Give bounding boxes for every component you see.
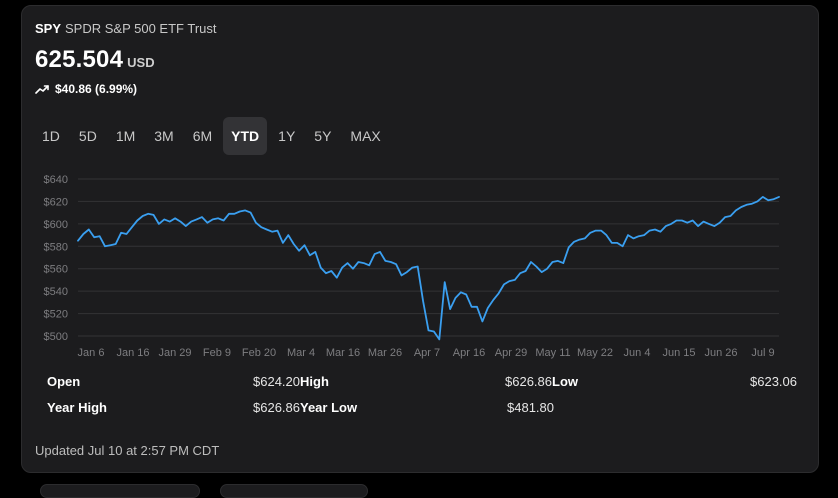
bottom-tab-1[interactable]	[40, 484, 200, 498]
y-tick-label: $620	[44, 196, 68, 208]
open-value: $624.20	[253, 374, 300, 389]
trend-up-icon	[35, 85, 49, 94]
year-high-label: Year High	[47, 400, 107, 415]
current-price: 625.504	[35, 46, 124, 73]
x-tick-label: May 11	[535, 347, 570, 359]
x-tick-label: Jan 29	[158, 347, 191, 359]
range-5d[interactable]: 5D	[78, 128, 97, 144]
currency-label: USD	[127, 55, 155, 70]
y-tick-label: $540	[44, 286, 68, 298]
price-series-line	[77, 196, 780, 341]
range-ytd[interactable]: YTD	[223, 117, 268, 155]
y-tick-label: $500	[44, 331, 68, 343]
price-change: $40.86 (6.99%)	[35, 82, 137, 96]
year-high-value: $626.86	[253, 400, 300, 415]
price-display: 625.504 USD	[35, 46, 155, 74]
fund-name: SPDR S&P 500 ETF Trust	[65, 21, 217, 36]
x-tick-label: Jun 15	[662, 347, 695, 359]
y-tick-label: $640	[44, 174, 68, 186]
x-tick-label: Jun 26	[704, 347, 737, 359]
x-tick-label: Jan 16	[116, 347, 149, 359]
x-tick-label: Apr 7	[414, 347, 440, 359]
range-1m[interactable]: 1M	[115, 128, 136, 144]
x-tick-label: Mar 4	[287, 347, 315, 359]
range-5y[interactable]: 5Y	[314, 128, 332, 144]
range-1d[interactable]: 1D	[42, 128, 60, 144]
year-low-label: Year Low	[300, 400, 358, 415]
low-label: Low	[552, 374, 578, 389]
quote-card: SPY SPDR S&P 500 ETF Trust 625.504 USD $40…	[21, 5, 819, 473]
x-tick-label: Mar 16	[326, 347, 360, 359]
y-tick-label: $560	[44, 264, 68, 276]
year-low-value: $481.80	[507, 400, 554, 415]
price-chart[interactable]: $640 $620 $600 $580 $560 $540 $520 $500 Jan 6 Jan…	[22, 166, 820, 366]
y-tick-label: $520	[44, 309, 68, 321]
bottom-tab-2[interactable]	[220, 484, 368, 498]
x-tick-label: Feb 9	[203, 347, 231, 359]
x-tick-label: Jul 9	[751, 347, 774, 359]
change-value: $40.86 (6.99%)	[55, 82, 138, 96]
x-tick-label: Jun 4	[624, 347, 651, 359]
range-1y[interactable]: 1Y	[278, 128, 296, 144]
x-tick-label: Feb 20	[242, 347, 276, 359]
x-tick-label: Mar 26	[368, 347, 402, 359]
updated-timestamp: Updated Jul 10 at 2:57 PM CDT	[35, 443, 220, 458]
high-value: $626.86	[505, 374, 552, 389]
x-tick-label: May 22	[577, 347, 613, 359]
range-selector: 1D 5D 1M 3M 6M YTD 1Y 5Y MAX	[34, 117, 392, 155]
x-tick-label: Apr 29	[495, 347, 527, 359]
low-value: $623.06	[750, 374, 797, 389]
y-tick-label: $600	[44, 219, 68, 231]
range-6m[interactable]: 6M	[192, 128, 213, 144]
ticker-symbol: SPY	[35, 21, 62, 36]
quote-header: SPY SPDR S&P 500 ETF Trust	[35, 21, 217, 36]
open-label: Open	[47, 374, 81, 389]
high-label: High	[300, 374, 329, 389]
x-tick-label: Jan 6	[78, 347, 105, 359]
range-3m[interactable]: 3M	[154, 128, 174, 144]
range-max[interactable]: MAX	[350, 128, 381, 144]
y-tick-label: $580	[44, 241, 68, 253]
x-tick-label: Apr 16	[453, 347, 485, 359]
